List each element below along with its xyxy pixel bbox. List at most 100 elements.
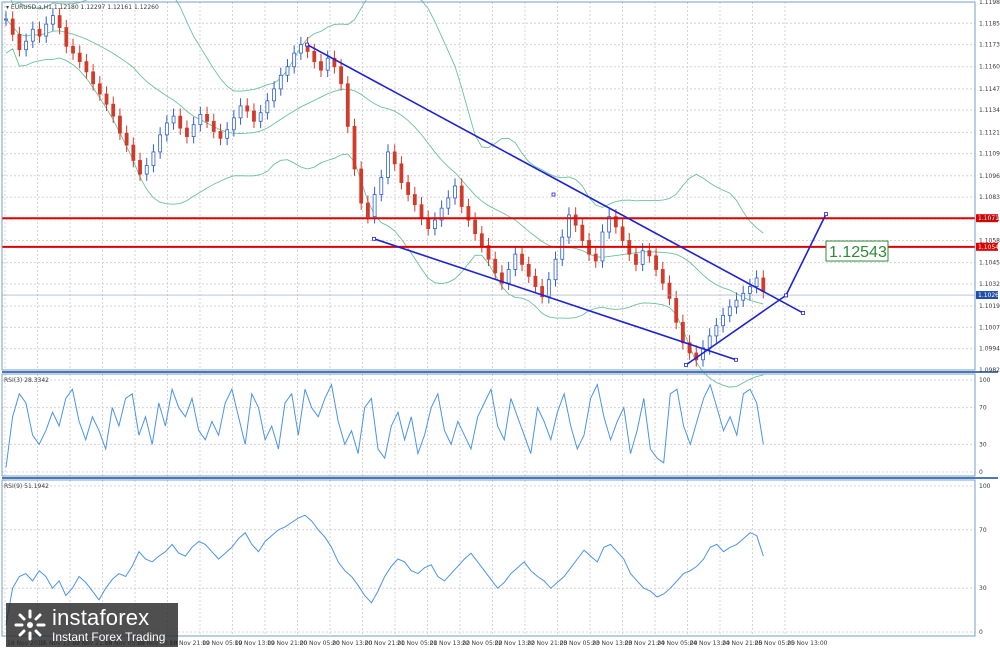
x-tick-label: 24 Nov 13:00 [690,640,731,647]
candle-body [185,127,189,137]
x-tick-label: 24 Nov 21:00 [722,640,763,647]
chart-title: ▾ EURUSD.a,H1 1.12180 1.12297 1.12161 1.… [6,4,159,11]
candle-body [647,250,652,257]
candle-body [252,110,256,122]
candle-body [714,325,719,337]
candle-body [51,15,55,25]
current-price-tag [976,291,998,300]
grid-lines [2,1,975,636]
candle-body [17,33,22,51]
candle-body [721,315,725,327]
x-tick-label: 23 Nov 13:00 [592,640,633,647]
candle-body [486,245,491,260]
candle-body [205,114,209,122]
upper-band [10,0,764,234]
candle-body [178,115,183,129]
candle-body [312,51,317,63]
bollinger-bands [5,0,764,388]
y-tick-label: 1.11730 [979,42,1000,49]
candle-body [151,151,156,166]
candle-body [761,277,766,293]
candle-body [265,100,270,114]
trendline [685,294,787,366]
candle-body [37,28,42,37]
target-price-label: 1.12543 [829,244,887,261]
rsi-tick-label: 30 [979,441,987,448]
candle-body [667,282,672,299]
instaforex-logo: instaforex Instant Forex Trading [6,603,178,647]
trendline [306,43,804,314]
x-tick-label: 19 Nov 21:00 [267,640,308,647]
candle-body [479,233,484,247]
candle-body [593,253,598,262]
x-tick-label: 25 Nov 05:00 [755,640,796,647]
candle-body [654,255,658,270]
candle-body [553,258,558,281]
trendline-anchor [784,293,788,298]
candle-body [754,277,759,287]
candle-body [332,57,337,68]
candle-body [546,279,551,298]
candle-body [124,132,129,146]
trendline-anchor [801,311,805,315]
candle-body [30,28,35,42]
candle-body [573,214,578,226]
candle-body [4,18,8,21]
y-tick-label: 1.11345 [979,107,1000,114]
candle-body [44,23,49,37]
candle-body [111,103,116,117]
candlesticks [4,7,766,367]
candle-body [238,105,243,119]
y-tick-label: 1.10835 [979,194,1000,201]
x-tick-label: 21 Nov 13:00 [430,640,471,647]
candle-body [24,40,29,51]
x-tick-label: 21 Nov 05:00 [397,640,438,647]
candle-body [520,253,524,265]
candle-body [674,298,679,323]
candle-body [278,74,283,90]
y-tick-label: 1.10325 [979,281,1000,288]
candle-body [131,144,136,161]
candle-body [439,207,444,221]
y-tick-label: 1.10195 [979,303,1000,310]
rsi-tick-label: 100 [979,483,991,490]
candle-body [433,219,437,229]
candle-body [560,236,565,260]
trendline [373,238,737,361]
resistance-price-tag [976,242,998,251]
candle-body [292,52,297,68]
x-tick-label: 24 Nov 05:00 [657,640,698,647]
y-tick-label: 1.11980 [979,0,1000,6]
candle-body [138,160,142,175]
candle-body [365,202,370,218]
candle-body [392,151,397,165]
candle-body [84,61,89,73]
x-tick-label: 20 Nov 05:00 [300,640,341,647]
y-tick-label: 1.11855 [979,20,1000,27]
logo-wordmark: instaforex [52,605,150,630]
candle-body [97,83,102,95]
trendline-anchor [684,362,688,367]
x-tick-label: 19 Nov 13:00 [235,640,276,647]
candle-body [245,105,250,112]
logo-tagline: Instant Forex Trading [52,630,166,644]
candle-body [540,286,545,298]
main-panel-frame [1,1,976,371]
candle-body [352,125,357,170]
y-tick-label: 1.10960 [979,173,1000,180]
y-tick-label: 1.10580 [979,238,1000,245]
logo-icon [14,609,46,641]
candle-body [158,134,163,153]
y-tick-label: 1.11600 [979,64,1000,71]
rsi3-panel-frame [1,373,976,477]
candle-body [258,112,263,122]
candle-body [325,57,330,71]
rsi-tick-label: 0 [979,469,983,476]
candle-body [687,342,692,354]
candle-body [10,18,15,35]
resistance-price-tag [976,214,998,223]
current-price-label: 1.10260 [978,292,1000,299]
y-tick-label: 1.10450 [979,260,1000,267]
target-price-box [825,240,889,262]
